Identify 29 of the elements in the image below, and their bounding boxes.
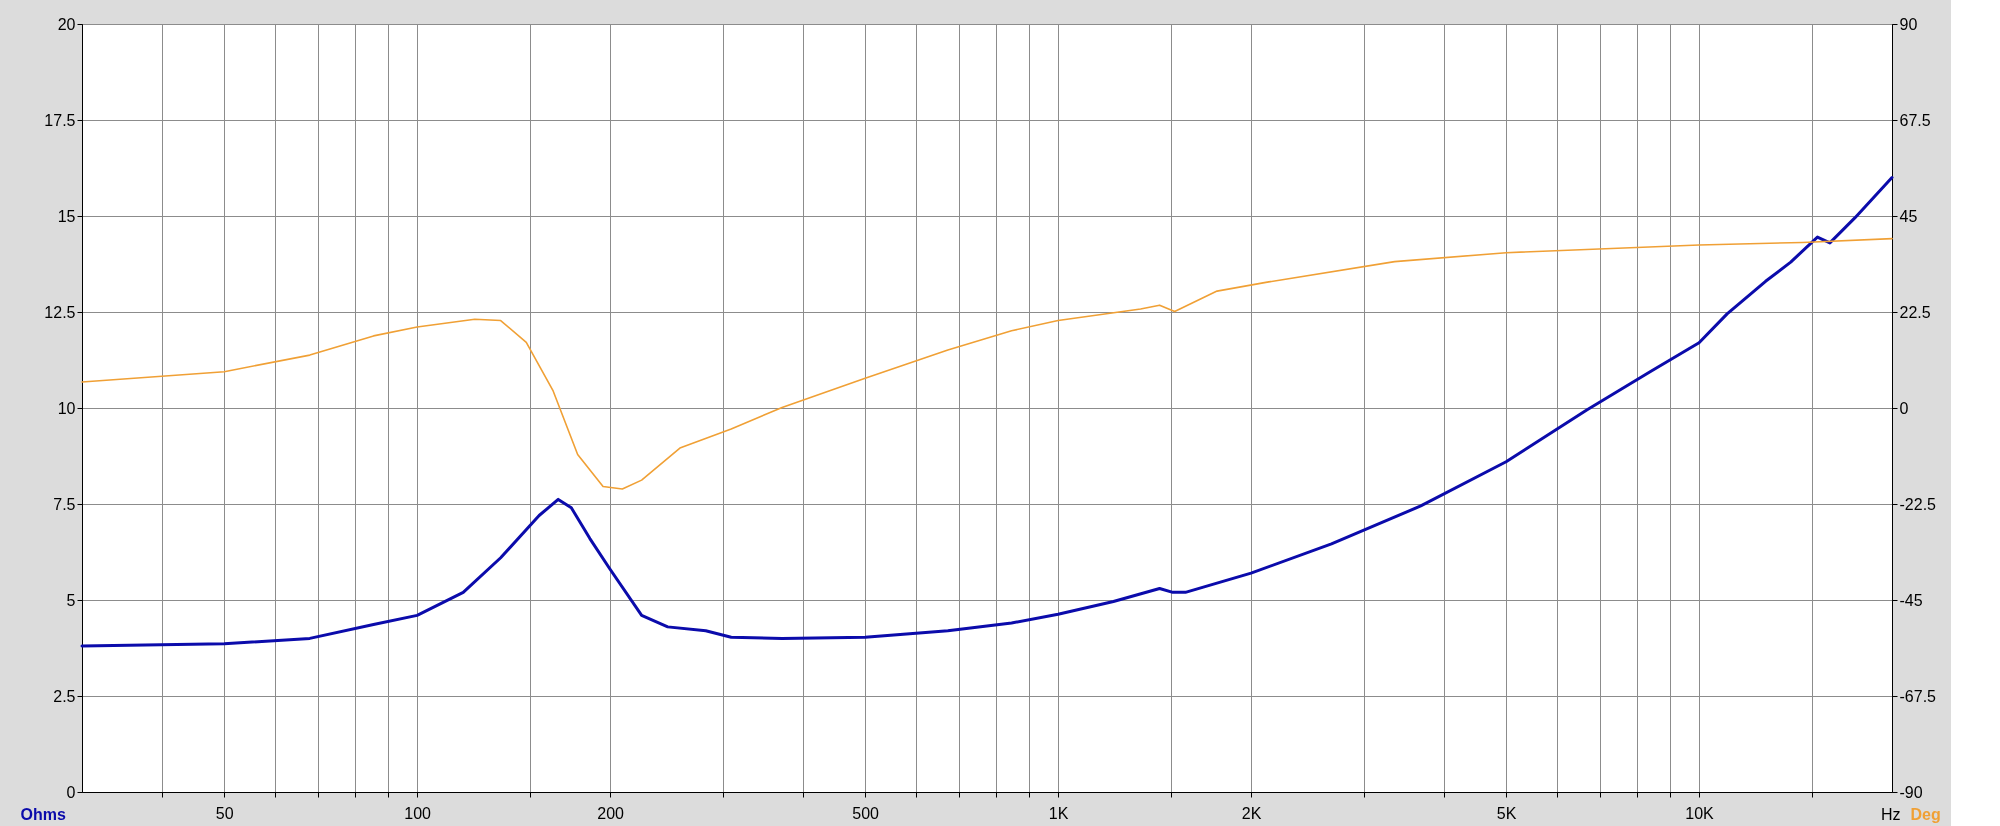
- y2-tick-label: 0: [1899, 399, 1909, 417]
- x-tick-label: 10K: [1685, 804, 1715, 822]
- y-tick-label: 12.5: [44, 303, 76, 321]
- x-tick-label: 200: [597, 804, 625, 822]
- y-tick-label: 10: [57, 399, 76, 417]
- x-tick-label: 5K: [1496, 804, 1517, 822]
- y-tick-label: 0: [66, 783, 76, 801]
- y-tick-label: 17.5: [44, 111, 76, 129]
- y-tick-label: 5: [66, 591, 76, 609]
- y2-axis-title: Deg: [1910, 805, 1941, 823]
- x-tick-label: 2K: [1241, 804, 1262, 822]
- y2-tick-label: 45: [1899, 207, 1918, 225]
- y2-tick-label: -67.5: [1899, 687, 1937, 705]
- y2-tick-label: 22.5: [1899, 303, 1931, 321]
- x-tick-label: 50: [215, 804, 234, 822]
- x-tick-label: 100: [404, 804, 432, 822]
- y2-tick-label: -45: [1899, 591, 1923, 609]
- y-tick-label: 20: [57, 15, 76, 33]
- y2-tick-label: -22.5: [1899, 495, 1937, 513]
- x-axis-title: Hz: [1880, 805, 1901, 823]
- y-tick-label: 7.5: [53, 495, 76, 513]
- y-axis-title: Ohms: [20, 805, 66, 823]
- y2-tick-label: 90: [1899, 15, 1918, 33]
- x-tick-label: 500: [852, 804, 880, 822]
- y-tick-label: 15: [57, 207, 76, 225]
- y2-tick-label: 67.5: [1899, 111, 1931, 129]
- y2-tick-label: -90: [1899, 783, 1923, 801]
- x-tick-label: 1K: [1048, 804, 1069, 822]
- y-tick-label: 2.5: [53, 687, 76, 705]
